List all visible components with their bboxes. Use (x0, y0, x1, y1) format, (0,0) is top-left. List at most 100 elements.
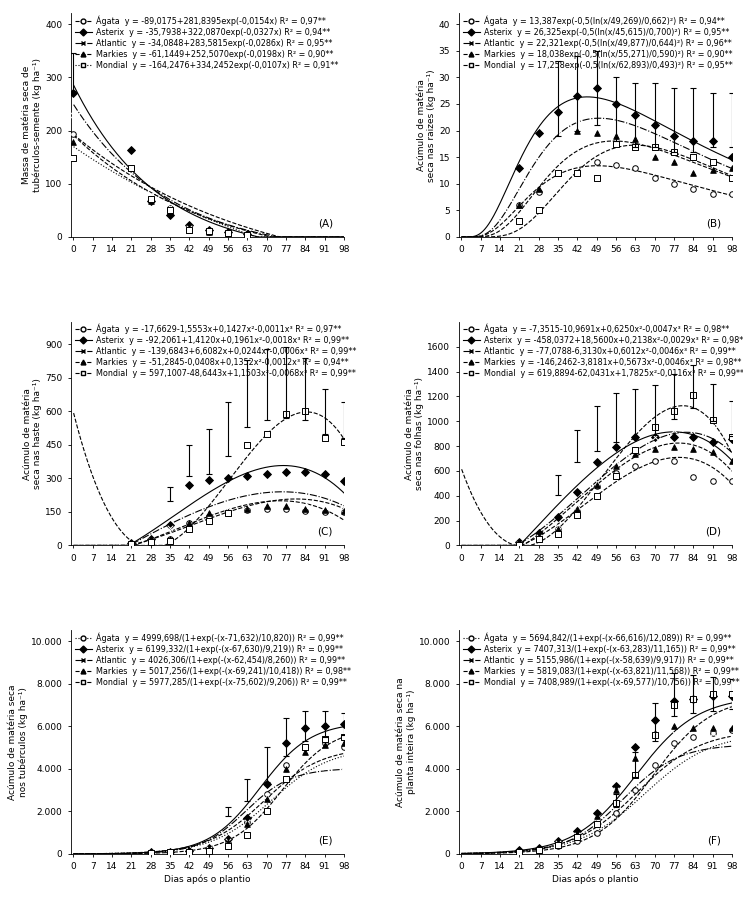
Point (707, 155, 718, 170)
Point (126, 537, 137, 552)
Point (591, 126, 603, 141)
Point (726, 729, 738, 744)
Point (241, 501, 253, 516)
Point (649, 421, 661, 435)
Point (533, 842, 545, 857)
Point (184, 844, 195, 858)
Point (241, 811, 253, 825)
Point (241, 228, 253, 242)
Point (591, 825, 603, 840)
Point (299, 499, 311, 513)
Point (552, 105, 564, 119)
Point (126, 537, 137, 552)
Point (571, 501, 583, 516)
Point (280, 762, 292, 776)
Point (533, 842, 545, 857)
Point (726, 166, 738, 180)
Point (222, 226, 234, 240)
Point (338, 729, 350, 744)
Point (319, 736, 331, 751)
Point (591, 455, 603, 469)
Y-axis label: Acúmulo de matéria seca
nos tubérculos (kg ha⁻¹): Acúmulo de matéria seca nos tubérculos (… (8, 684, 27, 800)
Point (184, 845, 195, 859)
Point (145, 535, 157, 549)
Point (299, 745, 311, 759)
Point (164, 520, 176, 535)
Point (571, 485, 583, 500)
Point (299, 465, 311, 479)
Point (145, 187, 157, 202)
Point (513, 537, 525, 552)
Point (280, 406, 292, 421)
Point (513, 535, 525, 549)
Point (184, 218, 195, 232)
Point (164, 845, 176, 859)
Point (261, 466, 273, 481)
Point (668, 719, 680, 734)
Point (552, 522, 564, 536)
Point (610, 128, 622, 143)
Point (687, 470, 699, 484)
Point (319, 466, 331, 481)
Point (338, 717, 350, 731)
Point (726, 150, 738, 164)
Point (591, 817, 603, 832)
Point (707, 413, 718, 427)
Point (533, 126, 545, 141)
Point (338, 503, 350, 518)
Point (571, 823, 583, 838)
Point (280, 772, 292, 787)
Point (707, 150, 718, 164)
Point (629, 740, 641, 754)
Point (533, 163, 545, 178)
Point (649, 139, 661, 153)
Point (687, 723, 699, 737)
Point (126, 161, 137, 175)
Point (552, 834, 564, 849)
Point (707, 687, 718, 701)
Point (203, 509, 215, 524)
Point (668, 454, 680, 468)
Point (338, 501, 350, 516)
Point (145, 194, 157, 208)
Point (610, 158, 622, 172)
X-axis label: Dias após o plantio: Dias após o plantio (164, 874, 250, 884)
Point (241, 469, 253, 483)
Point (610, 457, 622, 472)
Point (222, 834, 234, 849)
Point (164, 845, 176, 859)
Text: (B): (B) (706, 218, 721, 228)
Point (610, 779, 622, 793)
Point (513, 842, 525, 857)
Point (668, 128, 680, 143)
Point (280, 465, 292, 479)
Point (299, 503, 311, 518)
Point (571, 826, 583, 840)
Point (649, 441, 661, 456)
Point (203, 840, 215, 855)
Point (571, 500, 583, 514)
Point (649, 118, 661, 133)
Point (145, 194, 157, 208)
Point (707, 134, 718, 148)
Point (145, 534, 157, 548)
Point (261, 788, 273, 802)
Point (164, 201, 176, 215)
Point (203, 224, 215, 239)
Point (513, 845, 525, 859)
Point (687, 134, 699, 148)
Point (668, 144, 680, 159)
Point (338, 736, 350, 751)
Point (222, 471, 234, 485)
Point (184, 516, 195, 530)
Point (687, 150, 699, 164)
Point (126, 537, 137, 552)
Point (552, 509, 564, 524)
Point (164, 532, 176, 546)
Point (184, 222, 195, 237)
Point (222, 225, 234, 239)
Point (707, 445, 718, 459)
Point (726, 161, 738, 175)
Point (241, 228, 253, 242)
Point (668, 422, 680, 437)
